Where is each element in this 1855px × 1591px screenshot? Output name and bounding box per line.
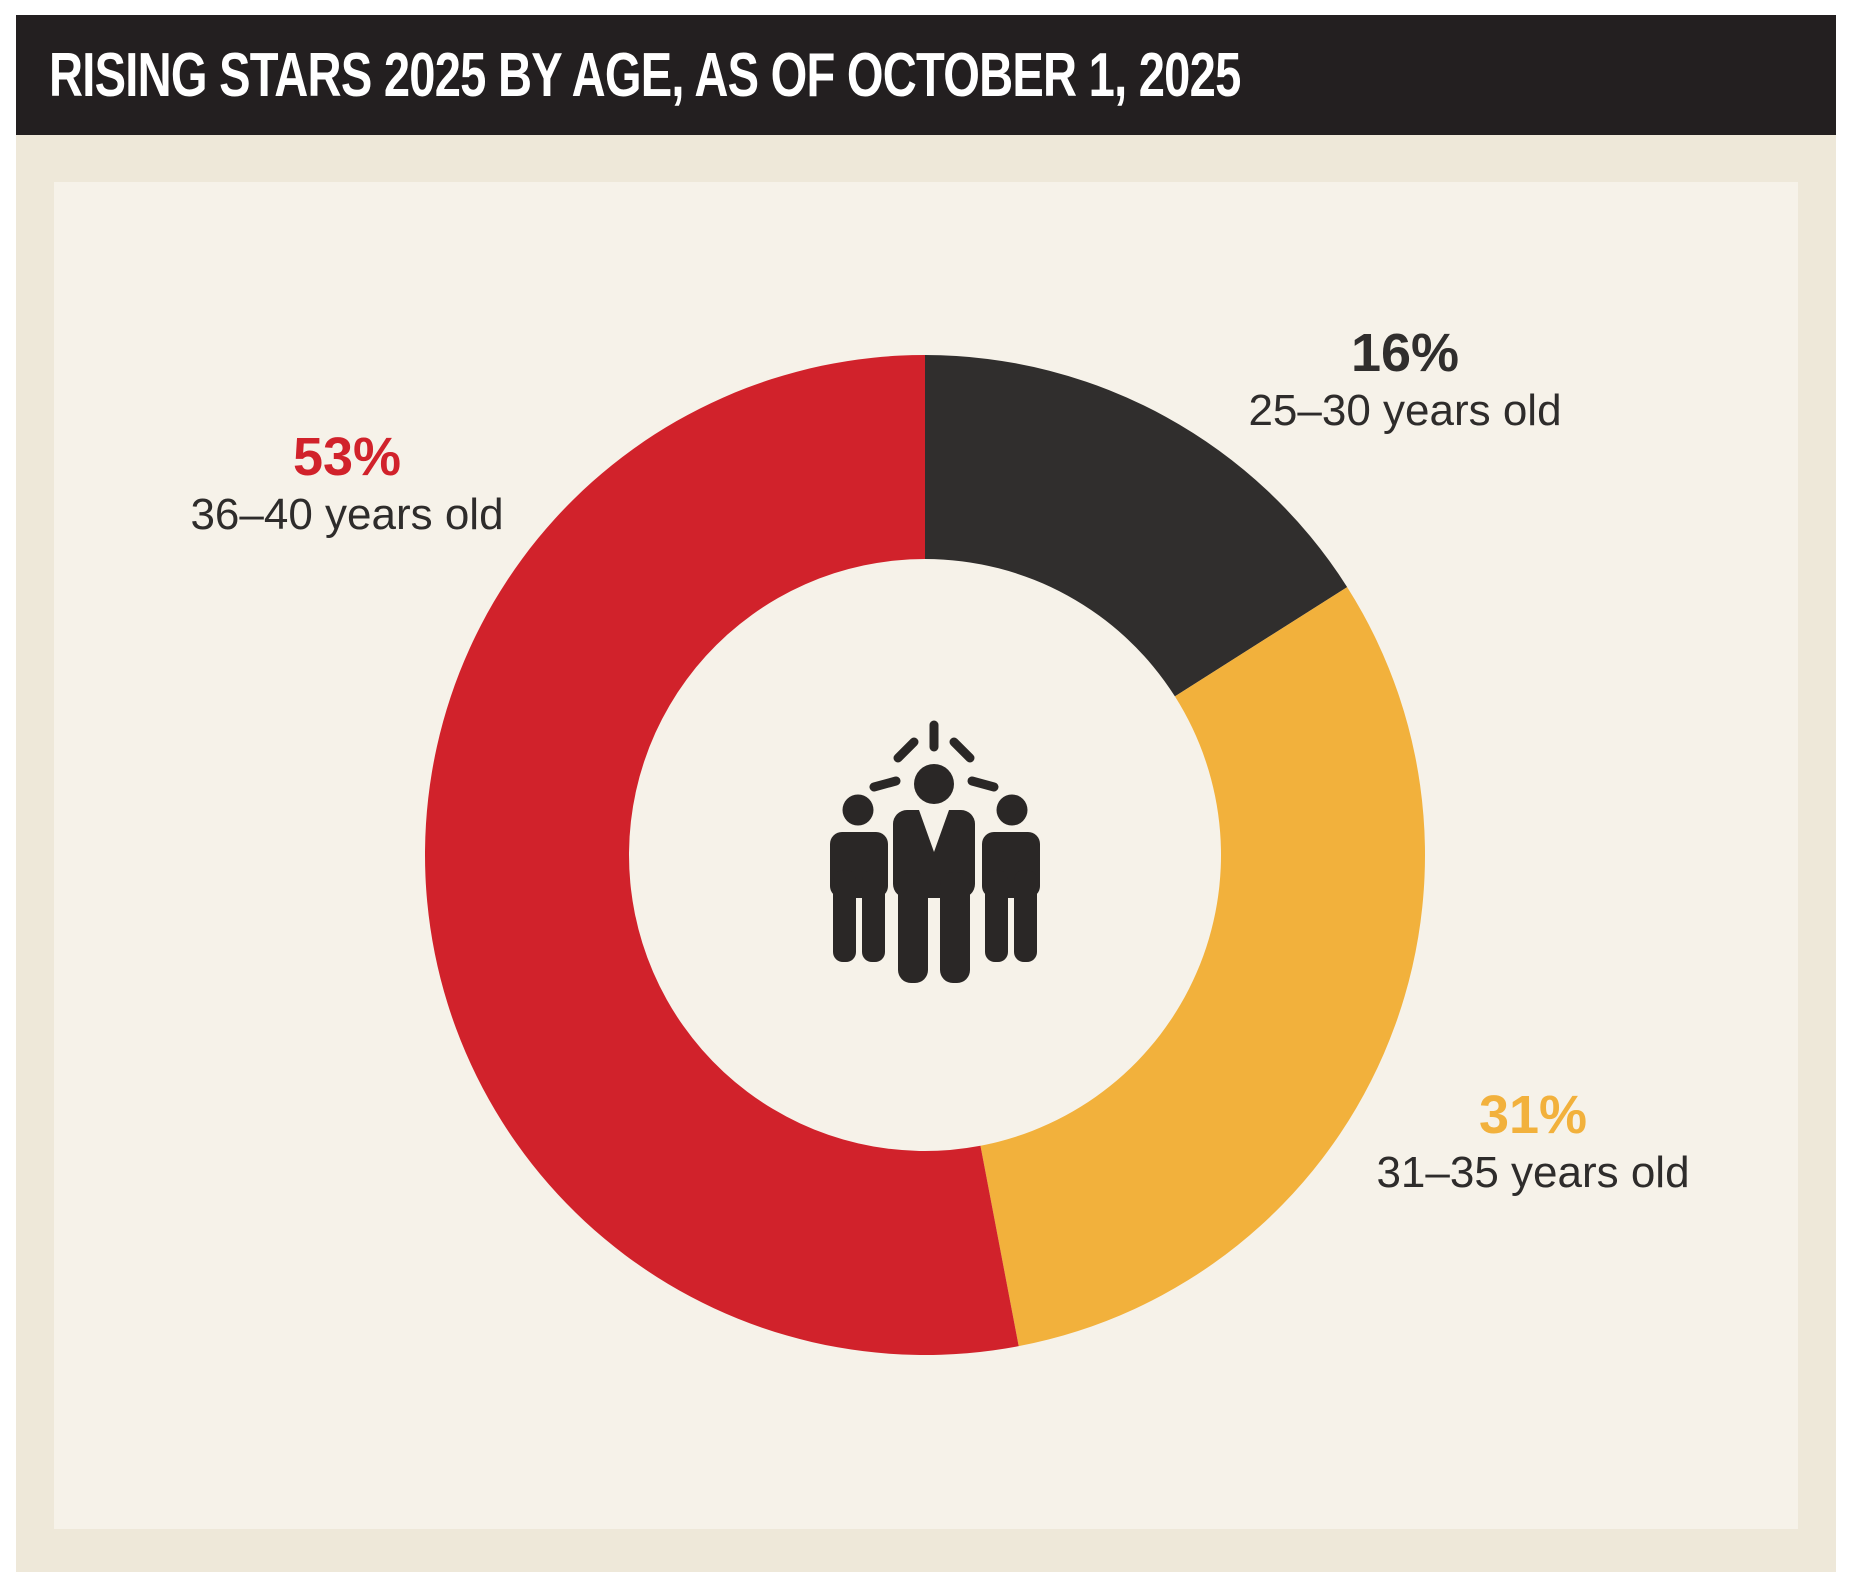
slice-range-31-35: 31–35 years old [1376,1148,1690,1197]
chart-panel: 16% 25–30 years old 31% 31–35 years old … [54,182,1798,1529]
slice-label-25-30: 16% 25–30 years old [1248,326,1561,433]
outer-panel: 16% 25–30 years old 31% 31–35 years old … [16,135,1836,1572]
slice-pct-31-35: 31% [1478,1085,1588,1145]
donut-slice-16 [925,355,1348,697]
header-bar: RISING STARS 2025 BY AGE, AS OF OCTOBER … [16,15,1836,135]
donut-slice-53 [425,355,1019,1355]
donut-slice-31 [980,587,1425,1347]
page-title: RISING STARS 2025 BY AGE, AS OF OCTOBER … [49,40,1241,110]
people-group-shining-icon [830,720,1040,983]
donut-chart [425,355,1425,1355]
slice-label-31-35: 31% 31–35 years old [1376,1088,1689,1195]
slice-label-36-40: 53% 36–40 years old [190,430,503,537]
slice-range-36-40: 36–40 years old [190,490,504,539]
slice-pct-25-30: 16% [1350,323,1460,383]
slice-range-25-30: 25–30 years old [1248,386,1562,435]
slice-pct-36-40: 53% [292,427,402,487]
infographic-frame: RISING STARS 2025 BY AGE, AS OF OCTOBER … [16,15,1836,1572]
